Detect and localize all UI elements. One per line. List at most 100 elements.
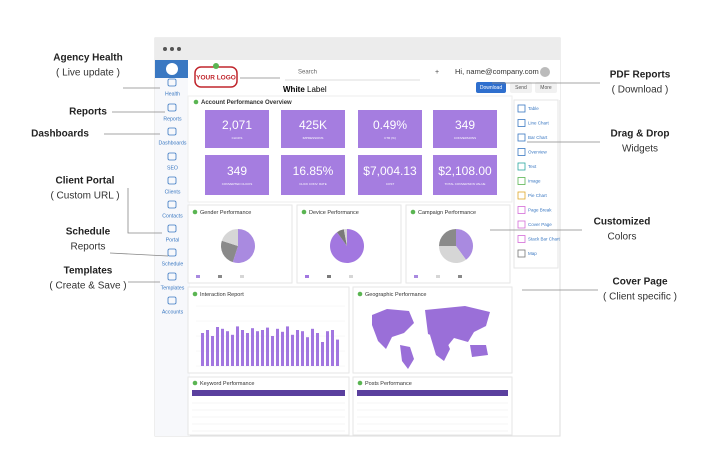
kpi-value: 16.85%	[293, 164, 334, 178]
bar	[246, 333, 249, 366]
widget-label[interactable]: Line Chart	[528, 121, 550, 126]
kpi-label: COST	[386, 182, 395, 186]
bar	[201, 333, 204, 366]
kpi-value: 2,071	[222, 118, 252, 132]
widget-icon[interactable]	[517, 177, 526, 185]
sidebar-icon[interactable]	[167, 78, 177, 87]
panel-title: Gender Performance	[200, 210, 251, 216]
sidebar-label[interactable]: Schedule	[162, 261, 184, 267]
widget-icon[interactable]	[517, 235, 526, 243]
brand: White Label	[283, 85, 327, 94]
sidebar-label[interactable]: Dashboards	[159, 140, 187, 146]
button-label[interactable]: Download	[480, 85, 502, 91]
bar	[286, 326, 289, 366]
bar	[231, 334, 234, 366]
widgets-panel	[513, 99, 559, 269]
callout-subtitle: ( Live update )	[56, 68, 120, 79]
widget-icon[interactable]	[517, 162, 526, 171]
sidebar	[155, 60, 190, 436]
sidebar-icon[interactable]	[167, 272, 177, 281]
user[interactable]: Hi, name@company.com	[455, 67, 539, 76]
status-dot	[357, 291, 363, 297]
button[interactable]	[535, 82, 557, 93]
callout-title: Agency Health	[53, 53, 122, 64]
user-avatar[interactable]	[540, 67, 550, 77]
widget-icon[interactable]	[517, 104, 526, 113]
bar	[206, 330, 209, 366]
widget-icon[interactable]	[517, 148, 526, 156]
sidebar-label[interactable]: Reports	[163, 116, 182, 122]
map-region	[372, 309, 414, 349]
dot	[163, 47, 167, 51]
widget-label[interactable]: Bar Chart	[528, 135, 548, 140]
sidebar-icon[interactable]	[167, 248, 177, 257]
sidebar-label[interactable]: Contacts	[162, 213, 183, 219]
legend-swatch	[458, 275, 462, 278]
bar	[326, 331, 329, 366]
sidebar-icon[interactable]	[167, 176, 177, 185]
sidebar-label[interactable]: Accounts	[162, 309, 184, 315]
kpi-value: 349	[455, 118, 475, 132]
bar	[321, 342, 324, 366]
widget-icon[interactable]	[517, 119, 526, 127]
sidebar-label[interactable]: Templates	[161, 285, 185, 291]
button[interactable]	[476, 82, 506, 93]
sidebar-icon[interactable]	[167, 152, 177, 161]
kpi-label: CLICKS	[232, 136, 243, 140]
widget-label[interactable]: Text	[528, 164, 537, 169]
bar	[211, 336, 214, 366]
bar	[336, 339, 339, 366]
button-label[interactable]: More	[540, 85, 552, 91]
callout-subtitle: Reports	[70, 242, 105, 253]
pie-slice	[232, 229, 255, 263]
bar	[311, 328, 314, 366]
pie-slice	[221, 229, 238, 246]
button-label[interactable]: Send	[515, 85, 527, 91]
sidebar-icon[interactable]	[167, 224, 177, 233]
bar	[316, 333, 319, 366]
pie-slice	[439, 246, 466, 263]
widget-icon[interactable]	[517, 220, 526, 229]
widget-label[interactable]: Image	[528, 179, 541, 184]
callout-line	[109, 252, 169, 257]
kpi-value: $2,108.00	[438, 164, 492, 178]
sidebar-label[interactable]: Portal	[166, 237, 180, 243]
widget-label[interactable]: Map	[528, 251, 537, 256]
bar	[221, 328, 224, 366]
sidebar-label[interactable]: Health	[165, 91, 180, 97]
kpi-value: 349	[227, 164, 247, 178]
button[interactable]	[510, 82, 532, 93]
widget-label[interactable]: Stack Bar Chart	[528, 237, 561, 242]
widget-label[interactable]: Pie Chart	[528, 193, 548, 198]
sidebar-icon[interactable]	[167, 127, 177, 136]
widget-icon[interactable]	[517, 206, 526, 214]
brand-rest: Label	[307, 85, 327, 94]
widget-icon[interactable]	[517, 133, 526, 142]
widget-label[interactable]: Cover Page	[528, 222, 552, 227]
plus[interactable]: +	[435, 69, 439, 76]
callout-subtitle: Colors	[608, 232, 637, 243]
legend-swatch	[240, 275, 244, 278]
widget-icon[interactable]	[517, 249, 526, 258]
search[interactable]: Search	[298, 70, 317, 76]
widget-label[interactable]: Page Break	[528, 208, 552, 213]
widget-label[interactable]: Overview	[528, 150, 548, 155]
bar	[261, 330, 264, 366]
legend-swatch	[414, 275, 418, 278]
callout-title: Templates	[64, 266, 113, 277]
table-header	[357, 390, 508, 396]
kpi-card	[205, 155, 269, 195]
pie-slice	[456, 229, 473, 260]
sidebar-label[interactable]: SEO	[167, 165, 178, 171]
bar	[266, 327, 269, 366]
widget-icon[interactable]	[517, 191, 526, 200]
panel-title: Campaign Performance	[418, 210, 476, 216]
sidebar-icon[interactable]	[167, 103, 177, 112]
kpi-label: CONVERSIONS	[454, 136, 476, 140]
sidebar-icon[interactable]	[167, 296, 177, 305]
widget-label[interactable]: Table	[528, 106, 539, 111]
sidebar-label[interactable]: Clients	[165, 189, 181, 195]
bar	[296, 330, 299, 366]
callout-title: Schedule	[66, 227, 111, 238]
sidebar-icon[interactable]	[167, 200, 177, 209]
